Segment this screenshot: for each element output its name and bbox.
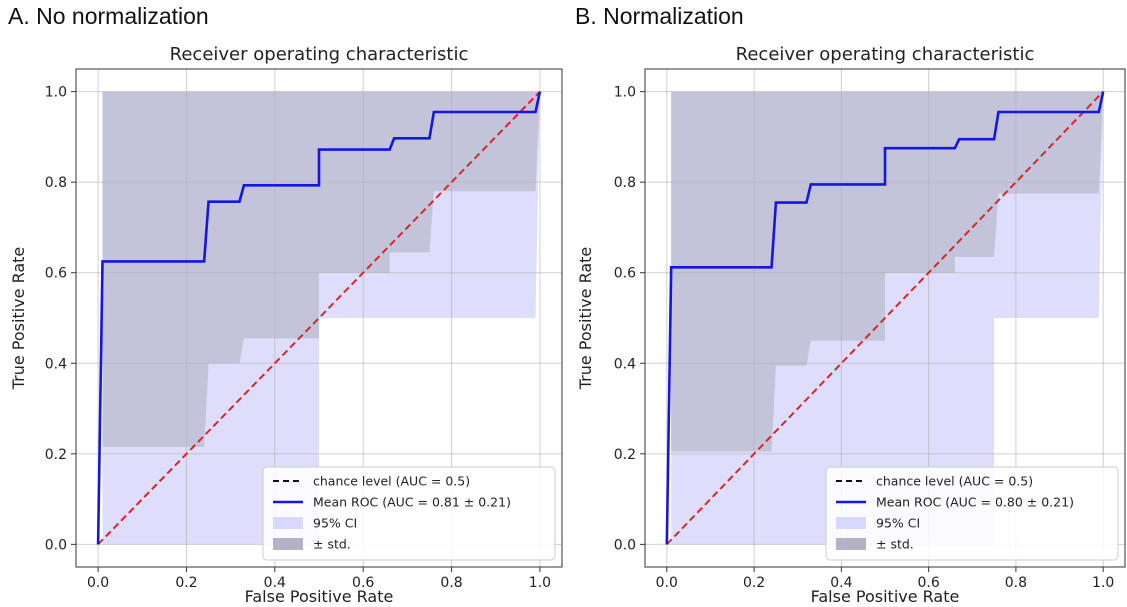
x-tick-label: 0.8 — [1005, 575, 1027, 591]
panel-b: B. Normalization Receiver operating char… — [567, 0, 1127, 607]
y-tick-label: 1.0 — [45, 85, 67, 101]
x-tick-label: 1.0 — [529, 575, 551, 591]
y-tick-label: 0.6 — [614, 266, 636, 282]
chart-title: Receiver operating characteristic — [736, 44, 1035, 65]
std-band — [102, 91, 540, 448]
y-axis-label: True Positive Rate — [576, 247, 595, 391]
x-tick-label: 0.0 — [87, 575, 109, 591]
legend-swatch-ci — [273, 517, 303, 529]
chance-line — [97, 90, 541, 546]
legend-swatch-ci — [836, 517, 866, 529]
legend-label: Mean ROC (AUC = 0.80 ± 0.21) — [876, 495, 1074, 510]
axes-frame — [644, 68, 1126, 568]
legend-label: 95% CI — [313, 516, 357, 531]
legend: chance level (AUC = 0.5) Mean ROC (AUC = … — [262, 466, 556, 561]
y-tick-label: 0.4 — [45, 356, 67, 372]
y-tick-label: 1.0 — [614, 85, 636, 101]
x-axis-label: False Positive Rate — [245, 587, 394, 606]
legend-swatch-std — [836, 538, 866, 550]
y-axis-label: True Positive Rate — [9, 247, 28, 391]
panel-a: A. No normalization Receiver operating c… — [0, 0, 563, 607]
y-tick-label: 0.6 — [45, 266, 67, 282]
legend: chance level (AUC = 0.5) Mean ROC (AUC = … — [825, 466, 1119, 561]
panel-heading: A. No normalization — [8, 3, 209, 29]
y-tick-label: 0.2 — [614, 447, 636, 463]
x-tick-label: 0.8 — [440, 575, 462, 591]
roc-chart-b: Receiver operating characteristic 0.0 0.2 0… — [576, 44, 1126, 606]
y-tick-label: 0.8 — [614, 175, 636, 191]
panel-heading: B. Normalization — [575, 3, 744, 29]
roc-chart-a: Receiver operating characteristic 0.0 0.2 0… — [9, 44, 563, 606]
mean-roc-line — [96, 91, 542, 545]
y-tick-label: 0.4 — [614, 356, 636, 372]
x-tick-label: 0.6 — [352, 575, 374, 591]
legend-label: Mean ROC (AUC = 0.81 ± 0.21) — [313, 495, 511, 510]
y-tick-label: 0.0 — [45, 537, 67, 553]
legend-label: ± std. — [876, 537, 914, 552]
legend-swatch-std — [273, 538, 303, 550]
x-tick-label: 0.4 — [264, 575, 286, 591]
x-tick-label: 0.2 — [175, 575, 197, 591]
x-tick-label: 1.0 — [1092, 575, 1114, 591]
mean-roc-line — [665, 91, 1105, 545]
x-tick-label: 0.6 — [918, 575, 940, 591]
std-band — [671, 91, 1104, 452]
y-tick-label: 0.2 — [45, 447, 67, 463]
x-tick-label: 0.2 — [743, 575, 765, 591]
y-tick-label: 0.0 — [614, 537, 636, 553]
legend-label: ± std. — [313, 537, 351, 552]
axes-frame — [75, 68, 563, 568]
legend-box — [825, 466, 1119, 561]
chance-line — [666, 90, 1104, 546]
y-tick-label: 0.8 — [45, 175, 67, 191]
x-tick-label: 0.4 — [830, 575, 852, 591]
x-tick-label: 0.0 — [656, 575, 678, 591]
legend-box — [262, 466, 556, 561]
legend-label: chance level (AUC = 0.5) — [876, 474, 1033, 489]
x-axis-label: False Positive Rate — [811, 587, 960, 606]
legend-label: 95% CI — [876, 516, 920, 531]
chart-title: Receiver operating characteristic — [170, 44, 469, 65]
legend-label: chance level (AUC = 0.5) — [313, 474, 470, 489]
